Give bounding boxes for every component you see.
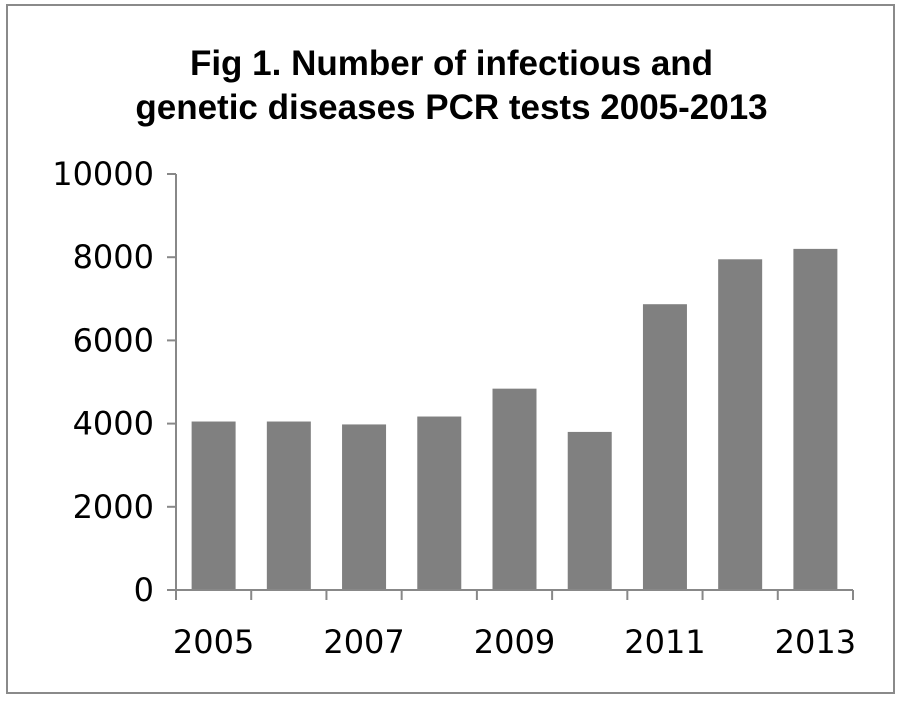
x-tick-label: 2009 <box>474 623 555 661</box>
y-tick-label: 2000 <box>73 488 154 526</box>
y-tick-label: 10000 <box>52 155 154 193</box>
x-tick-label: 2007 <box>323 623 404 661</box>
bar-2010 <box>567 431 612 590</box>
bar-2012 <box>718 259 763 590</box>
bar-2007 <box>342 424 387 590</box>
y-tick-label: 6000 <box>73 321 154 359</box>
x-tick-label: 2005 <box>173 623 254 661</box>
bar-2013 <box>793 248 838 590</box>
bar-2005 <box>191 421 236 590</box>
bar-2011 <box>642 304 687 590</box>
y-tick-label: 0 <box>134 571 154 609</box>
x-tick-label: 2013 <box>775 623 856 661</box>
y-tick-label: 4000 <box>73 405 154 443</box>
chart-title: Fig 1. Number of infectious and genetic … <box>135 44 768 127</box>
y-tick-label: 8000 <box>73 238 154 276</box>
bar-2008 <box>417 416 462 590</box>
bar-2006 <box>266 421 311 590</box>
bar-2009 <box>492 388 537 590</box>
x-tick-label: 2011 <box>624 623 705 661</box>
